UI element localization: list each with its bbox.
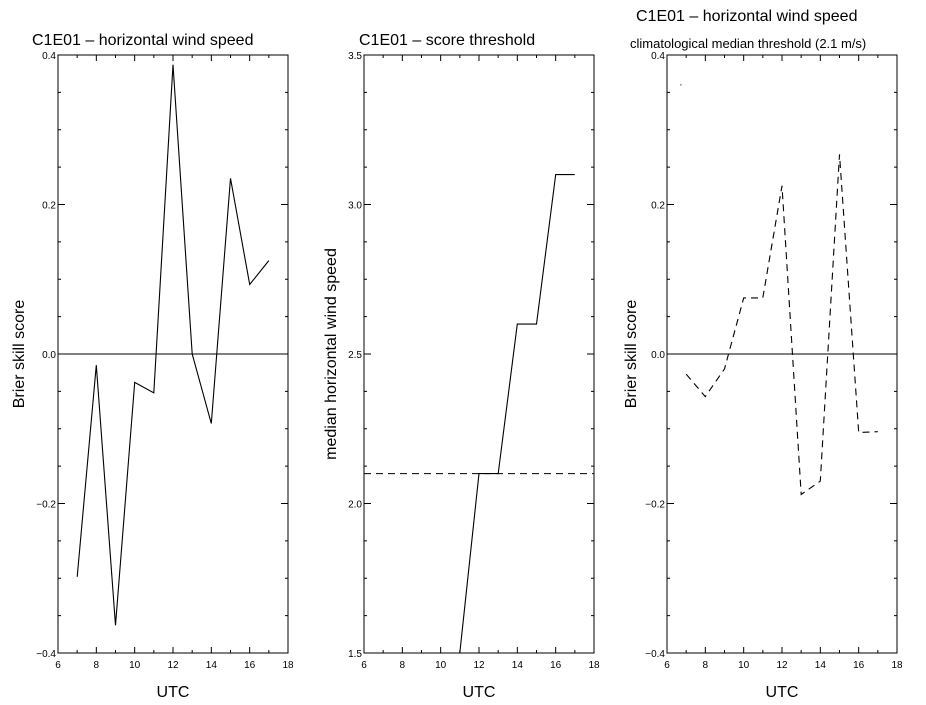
x-axis-label: UTC — [463, 684, 496, 701]
x-tick-label: 16 — [853, 660, 865, 671]
x-tick-label: 8 — [400, 660, 406, 671]
y-tick-label: 1.5 — [348, 649, 362, 660]
y-tick-label: 0.0 — [42, 350, 56, 361]
chart-title: C1E01 – horizontal wind speed — [32, 32, 253, 49]
y-tick-label: 0.0 — [651, 350, 665, 361]
y-tick-label: −0.4 — [36, 649, 56, 660]
x-axis-label: UTC — [766, 684, 799, 701]
chart-subtitle: climatological median threshold (2.1 m/s… — [630, 36, 866, 51]
x-tick-label: 18 — [891, 660, 903, 671]
y-tick-label: 3.5 — [348, 51, 362, 62]
x-tick-label: 8 — [94, 660, 100, 671]
series-line-2 — [685, 154, 878, 496]
x-tick-label: 8 — [703, 660, 709, 671]
x-tick-label: 16 — [550, 660, 562, 671]
x-tick-label: 18 — [588, 660, 600, 671]
y-tick-label: 0.2 — [651, 201, 665, 212]
y-axis-label: Brier skill score — [11, 300, 28, 409]
y-tick-label: −0.4 — [645, 649, 665, 660]
x-tick-label: 16 — [244, 660, 256, 671]
y-tick-label: 3.0 — [348, 201, 362, 212]
x-tick-label: 10 — [129, 660, 141, 671]
x-tick-label: 6 — [55, 660, 61, 671]
x-tick-label: 6 — [361, 660, 367, 671]
x-tick-label: 12 — [473, 660, 485, 671]
x-tick-label: 10 — [738, 660, 750, 671]
x-tick-label: 14 — [815, 660, 827, 671]
x-tick-label: 12 — [776, 660, 788, 671]
y-tick-label: 0.4 — [42, 51, 56, 62]
x-tick-label: 14 — [206, 660, 218, 671]
x-axis-label: UTC — [157, 684, 190, 701]
chart-panel-3: C1E01 – horizontal wind speed climatologi… — [623, 8, 903, 701]
plot-frame — [363, 54, 595, 654]
y-axis-label: Brier skill score — [623, 300, 640, 409]
chart-panel-2: C1E01 – score threshold 6 8 10 12 14 16 18 1.5 2.… — [323, 32, 600, 701]
chart-title: C1E01 – score threshold — [359, 32, 535, 49]
chart-panel-1: C1E01 – horizontal wind speed 6 8 10 12 14 16 1… — [11, 32, 294, 701]
chart-title: C1E01 – horizontal wind speed — [636, 8, 857, 25]
x-tick-label: 12 — [167, 660, 179, 671]
y-tick-label: 0.4 — [651, 51, 665, 62]
series-line-1 — [459, 174, 575, 654]
x-tick-label: 6 — [664, 660, 670, 671]
y-tick-label: −0.2 — [645, 500, 665, 511]
y-tick-label: 2.0 — [348, 500, 362, 511]
y-tick-label: 2.5 — [348, 350, 362, 361]
x-tick-label: 10 — [435, 660, 447, 671]
x-tick-label: 14 — [512, 660, 524, 671]
x-tick-label: 18 — [282, 660, 294, 671]
y-tick-label: −0.2 — [36, 500, 56, 511]
y-axis-label: median horizontal wind speed — [323, 248, 340, 460]
y-tick-label: 0.2 — [42, 201, 56, 212]
series-line-1 — [76, 64, 270, 626]
